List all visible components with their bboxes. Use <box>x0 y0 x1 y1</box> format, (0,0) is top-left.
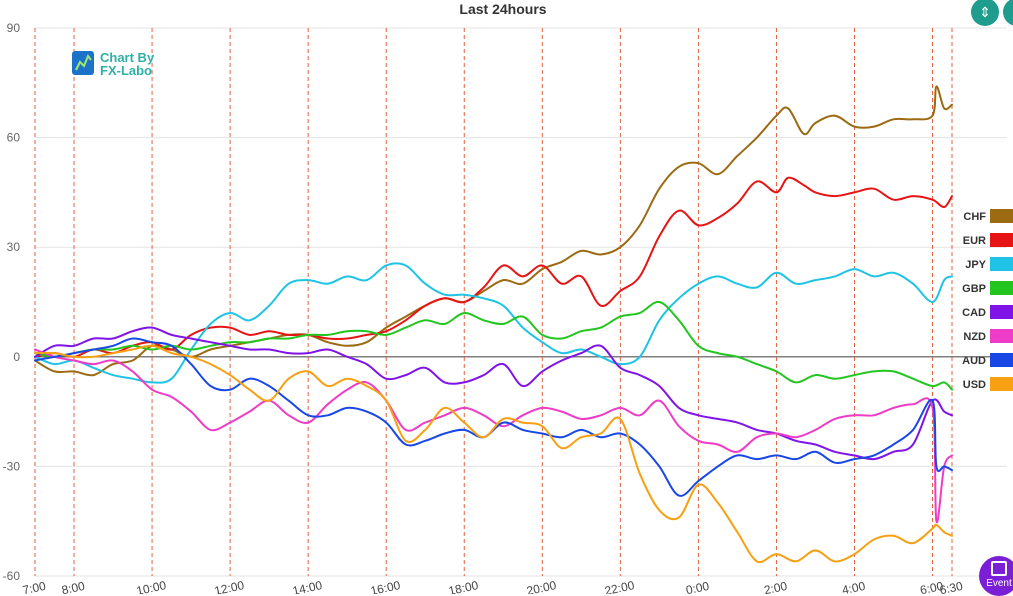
series-line-aud <box>34 337 953 497</box>
legend-label-chf: CHF <box>963 211 986 223</box>
compress-icon: ⇕ <box>979 3 991 20</box>
legend-label-gbp: GBP <box>962 283 986 295</box>
legend-swatch-chf[interactable] <box>990 209 1013 223</box>
legend-swatch-jpy[interactable] <box>990 257 1013 271</box>
legend-label-eur: EUR <box>963 235 986 247</box>
legend-swatch-usd[interactable] <box>990 377 1013 391</box>
chart-title: Last 24hours <box>459 1 546 17</box>
y-tick-label: -30 <box>3 459 21 473</box>
x-tick-label: 8:00 <box>60 579 86 594</box>
y-tick-label: 90 <box>7 21 21 35</box>
logo-sparkline-icon <box>75 53 92 71</box>
legend-label-jpy: JPY <box>965 259 986 271</box>
x-tick-label: 14:00 <box>291 578 324 594</box>
logo-line1: Chart By <box>100 50 155 65</box>
series-line-chf <box>34 85 953 377</box>
series-line-usd <box>34 344 953 564</box>
expand-icon: ⇕ <box>1011 4 1013 21</box>
compress-button[interactable]: ⇕ <box>971 0 999 26</box>
series-line-gbp <box>34 300 953 391</box>
x-tick-label: 0:00 <box>685 579 711 594</box>
legend-label-cad: CAD <box>962 307 986 319</box>
x-tick-label: 18:00 <box>447 578 480 594</box>
x-tick-label: 20:00 <box>525 578 558 594</box>
logo-line2: FX-Labo <box>100 63 152 78</box>
x-tick-label: 10:00 <box>135 578 168 594</box>
expand-button[interactable]: ⇕ <box>1003 0 1013 26</box>
y-tick-label: 60 <box>7 131 21 145</box>
y-tick-label: -60 <box>3 569 21 583</box>
x-tick-label: 6:00 <box>919 579 945 594</box>
legend-swatch-aud[interactable] <box>990 353 1013 367</box>
legend-label-usd: USD <box>963 379 986 391</box>
legend-swatch-gbp[interactable] <box>990 281 1013 295</box>
series-line-cad <box>34 326 953 461</box>
logo-chart-icon <box>72 51 94 75</box>
y-tick-label: 30 <box>7 240 21 254</box>
x-tick-label: 7:00 <box>21 579 47 594</box>
series-line-eur <box>34 176 953 358</box>
x-tick-label: 6:30 <box>938 579 964 594</box>
event-button-label: Event <box>986 578 1012 589</box>
legend-label-nzd: NZD <box>963 331 986 343</box>
legend-swatch-eur[interactable] <box>990 233 1013 247</box>
x-tick-label: 12:00 <box>213 578 246 594</box>
x-tick-label: 4:00 <box>841 579 867 594</box>
calendar-icon <box>991 561 1007 576</box>
series-line-nzd <box>34 348 953 524</box>
legend-swatch-nzd[interactable] <box>990 329 1013 343</box>
x-tick-label: 22:00 <box>603 578 636 594</box>
x-tick-label: 2:00 <box>763 579 789 594</box>
fx-labo-logo: Chart By FX-Labo <box>72 50 155 78</box>
legend-label-aud: AUD <box>962 355 986 367</box>
y-tick-label: 0 <box>13 350 20 364</box>
x-tick-label: 16:00 <box>369 578 402 594</box>
legend-swatch-cad[interactable] <box>990 305 1013 319</box>
event-button[interactable]: Event <box>979 556 1013 596</box>
